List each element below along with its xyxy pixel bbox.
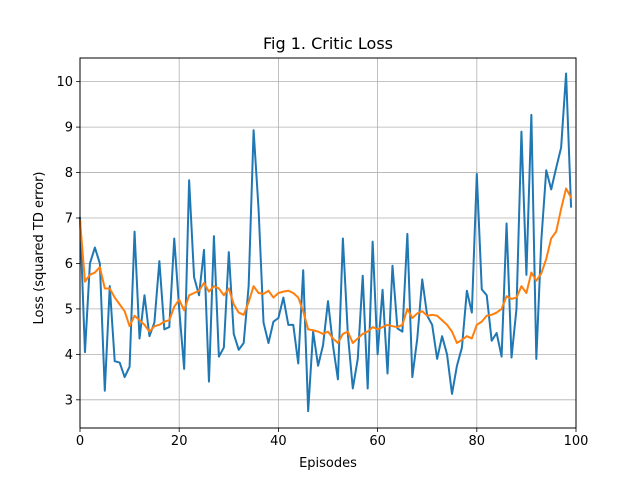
x-tick-label: 100 — [564, 434, 589, 449]
y-axis-label: Loss (squared TD error) — [32, 171, 47, 324]
y-tick-label: 8 — [65, 166, 73, 181]
x-tick-label: 80 — [469, 434, 486, 449]
x-tick-label: 60 — [369, 434, 386, 449]
x-tick-label: 0 — [76, 434, 84, 449]
y-tick-label: 3 — [65, 393, 73, 408]
series-line-1 — [78, 72, 573, 413]
x-tick-label: 40 — [270, 434, 287, 449]
plot-frame — [79, 57, 577, 429]
y-tick-label: 9 — [65, 121, 73, 136]
y-axis: 3 4 5 6 7 8 9 10 — [56, 75, 80, 408]
series-layer — [78, 72, 573, 413]
y-tick-label: 6 — [65, 257, 73, 272]
y-tick-label: 7 — [65, 212, 73, 227]
x-axis: 0 20 40 60 80 100 — [76, 428, 589, 449]
y-tick-label: 5 — [65, 302, 73, 317]
chart-title: Fig 1. Critic Loss — [263, 34, 393, 53]
y-tick-label: 4 — [65, 348, 73, 363]
x-tick-label: 20 — [171, 434, 188, 449]
x-axis-label: Episodes — [299, 456, 357, 471]
series-line-2 — [78, 187, 573, 344]
y-tick-label: 10 — [56, 75, 73, 90]
